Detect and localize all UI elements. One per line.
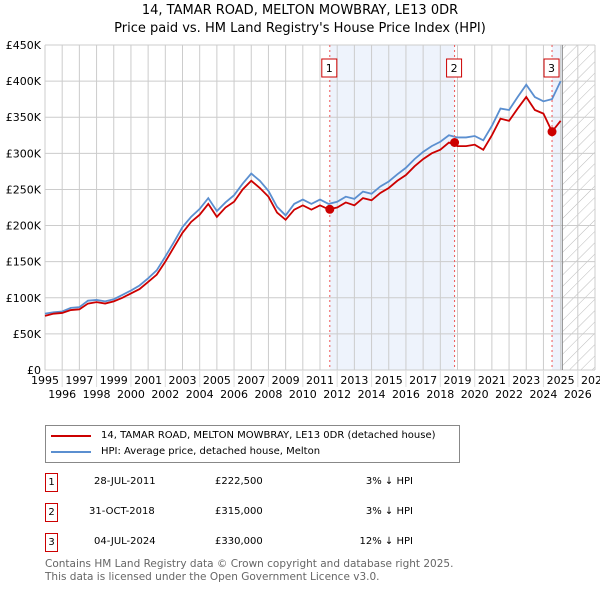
sale-label-box <box>446 58 463 78</box>
legend-blue-swatch <box>51 451 91 453</box>
x-tick-label: 1999 <box>100 374 128 387</box>
transaction-badge: 2 <box>45 503 58 522</box>
legend: 14, TAMAR ROAD, MELTON MOWBRAY, LE13 0DR… <box>45 425 460 463</box>
y-tick-label: £0 <box>27 364 41 377</box>
x-tick-label: 2008 <box>254 388 282 401</box>
chart-subtitle: Price paid vs. HM Land Registry's House … <box>114 21 486 36</box>
sale-label-box <box>543 58 560 78</box>
transaction-date: 04-JUL-2024 <box>94 536 156 547</box>
transaction-hpi: 12% ↓ HPI <box>359 536 413 547</box>
x-tick-label: 1996 <box>48 388 76 401</box>
transaction-row: 2 31-OCT-2018 £315,000 3% ↓ HPI <box>45 503 465 523</box>
x-tick-label: 2013 <box>340 374 368 387</box>
x-tick-label: 2018 <box>426 388 454 401</box>
x-tick-label: 2026 <box>564 388 592 401</box>
y-tick-label: £400K <box>6 75 42 88</box>
sale-point <box>450 138 460 147</box>
chart-title: 14, TAMAR ROAD, MELTON MOWBRAY, LE13 0DR <box>141 3 459 18</box>
y-tick-label: £350K <box>6 111 42 124</box>
shaded-period-3 <box>552 45 563 370</box>
x-tick-label: 2010 <box>289 388 317 401</box>
transaction-row: 3 04-JUL-2024 £330,000 12% ↓ HPI <box>45 533 465 553</box>
sale-label-box <box>321 58 338 78</box>
transaction-hpi: 3% ↓ HPI <box>365 476 413 487</box>
x-tick-label: 2015 <box>375 374 403 387</box>
y-tick-label: £50K <box>13 328 42 341</box>
legend-red-swatch <box>51 435 91 437</box>
sale-point <box>325 204 335 214</box>
x-tick-label: 2011 <box>306 374 334 387</box>
x-tick-label: 2023 <box>512 374 540 387</box>
y-tick-label: £200K <box>6 220 42 233</box>
legend-hpi: HPI: Average price, detached house, Melt… <box>101 446 321 457</box>
x-tick-label: 2009 <box>272 374 300 387</box>
y-tick-label: £300K <box>6 147 42 160</box>
x-tick-label: 2007 <box>237 374 265 387</box>
transaction-date: 28-JUL-2011 <box>94 476 156 487</box>
x-tick-label: 2016 <box>392 388 420 401</box>
forecast-hatch <box>562 45 595 370</box>
transaction-badge: 1 <box>45 473 58 492</box>
x-tick-label: 2005 <box>203 374 231 387</box>
x-tick-label: 1997 <box>65 374 93 387</box>
transaction-price: £315,000 <box>215 506 263 517</box>
legend-property: 14, TAMAR ROAD, MELTON MOWBRAY, LE13 0DR… <box>101 430 436 441</box>
sale-label: 1 <box>326 62 333 75</box>
hpi-line <box>44 80 562 315</box>
x-tick-label: 2000 <box>117 388 145 401</box>
x-tick-label: 2020 <box>461 388 489 401</box>
transaction-badge: 3 <box>45 533 58 552</box>
x-tick-label: 2019 <box>444 374 472 387</box>
y-tick-label: £250K <box>6 183 42 196</box>
x-tick-label: 2004 <box>186 388 214 401</box>
transaction-price: £330,000 <box>215 536 263 547</box>
footer-line-2: This data is licensed under the Open Gov… <box>45 571 380 583</box>
x-tick-label: 2014 <box>358 388 386 401</box>
transaction-date: 31-OCT-2018 <box>89 506 155 517</box>
x-tick-label: 2021 <box>478 374 506 387</box>
x-tick-label: 2022 <box>495 388 523 401</box>
x-tick-label: 2017 <box>409 374 437 387</box>
x-tick-label: 2001 <box>134 374 162 387</box>
y-tick-label: £450K <box>6 39 42 52</box>
y-tick-label: £150K <box>6 256 42 269</box>
shaded-period-1-2 <box>329 45 455 370</box>
transaction-hpi: 3% ↓ HPI <box>365 506 413 517</box>
x-tick-label: 1995 <box>31 374 59 387</box>
x-tick-label: 2006 <box>220 388 248 401</box>
x-tick-label: 2025 <box>547 374 575 387</box>
x-tick-label: 2002 <box>151 388 179 401</box>
transaction-row: 1 28-JUL-2011 £222,500 3% ↓ HPI <box>45 473 465 493</box>
x-tick-label: 2024 <box>529 388 557 401</box>
x-tick-label: 1998 <box>83 388 111 401</box>
sale-label: 3 <box>548 62 555 75</box>
sale-label: 2 <box>451 62 458 75</box>
price-chart: 1 2 31995199619971998199920002001200220032… <box>6 39 600 401</box>
x-tick-label: 2003 <box>169 374 197 387</box>
footer: Contains HM Land Registry data © Crown c… <box>45 558 453 584</box>
property-price-line <box>44 95 562 317</box>
x-tick-label: 2012 <box>323 388 351 401</box>
y-tick-label: £100K <box>6 292 42 305</box>
transaction-price: £222,500 <box>215 476 263 487</box>
sale-point <box>547 127 557 137</box>
footer-line-1: Contains HM Land Registry data © Crown c… <box>45 558 454 570</box>
x-tick-label: 2027 <box>581 374 600 387</box>
